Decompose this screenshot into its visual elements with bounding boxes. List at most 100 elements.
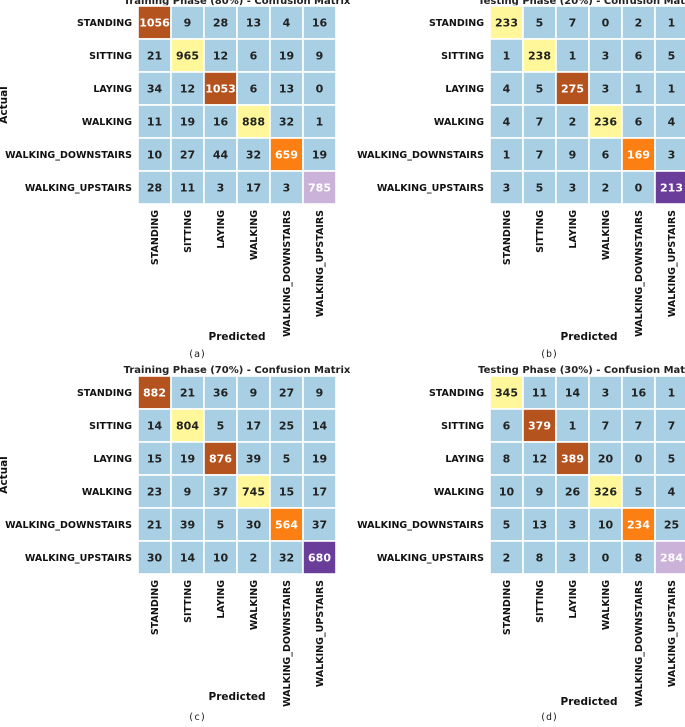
column-tick-label: WALKING_UPSTAIRS (667, 210, 678, 317)
cell-value: 0 (602, 17, 610, 30)
heatmap-cell (137, 375, 172, 410)
heatmap-cell (555, 5, 590, 40)
row-tick-label: LAYING (93, 454, 132, 465)
panel-caption: (b) (540, 349, 558, 360)
x-axis-label: Predicted (561, 696, 618, 708)
heatmap-cell (137, 507, 172, 542)
heatmap-cell (302, 441, 337, 476)
cell-value: 21 (147, 519, 162, 532)
cell-value: 5 (536, 83, 544, 96)
cell-value: 1 (503, 50, 511, 63)
row-tick-label: WALKING_UPSTAIRS (377, 183, 484, 194)
row-tick-label: WALKING_UPSTAIRS (25, 183, 132, 194)
cell-value: 12 (213, 50, 228, 63)
cell-value: 7 (569, 17, 577, 30)
heatmap-cell (170, 408, 205, 443)
heatmap-cell (489, 441, 524, 476)
cell-value: 10 (598, 519, 614, 532)
column-tick-label: LAYING (568, 210, 579, 249)
cell-value: 4 (668, 116, 676, 129)
cell-value: 1 (503, 149, 511, 162)
y-axis-label: Actual (0, 456, 10, 494)
cell-value: 284 (660, 552, 683, 565)
heatmap-cell (588, 441, 623, 476)
heatmap-cell (654, 375, 685, 410)
cell-value: 3 (602, 387, 610, 400)
heatmap-cell (654, 137, 685, 172)
heatmap-cell (302, 71, 337, 106)
heatmap-cell (555, 507, 590, 542)
cell-value: 238 (528, 50, 551, 63)
heatmap-cell (555, 540, 590, 575)
cell-value: 3 (569, 519, 577, 532)
row-tick-label: LAYING (93, 84, 132, 95)
cell-value: 2 (635, 17, 643, 30)
heatmap-cell (588, 104, 623, 139)
row-tick-label: WALKING (82, 117, 132, 128)
cell-value: 659 (275, 149, 298, 162)
cell-value: 14 (312, 420, 328, 433)
cell-value: 389 (561, 453, 584, 466)
heatmap-cell (621, 507, 656, 542)
cell-value: 5 (503, 519, 511, 532)
cell-value: 3 (503, 182, 511, 195)
cell-value: 9 (316, 387, 324, 400)
cell-value: 6 (635, 116, 643, 129)
cell-value: 14 (147, 420, 163, 433)
heatmap-cell (170, 540, 205, 575)
cell-value: 213 (660, 182, 683, 195)
cell-value: 3 (217, 182, 225, 195)
heatmap-cell (654, 170, 685, 205)
heatmap-cell (302, 540, 337, 575)
cell-value: 4 (503, 83, 511, 96)
heatmap-cell (588, 137, 623, 172)
confusion-matrix-panel-c: Training Phase (70%) - Confusion Matrix 8… (0, 365, 351, 723)
cell-value: 6 (635, 50, 643, 63)
column-tick-label: SITTING (183, 580, 194, 623)
heatmap-cell (236, 474, 271, 509)
panel-caption: (a) (188, 349, 206, 360)
row-tick-label: SITTING (89, 421, 132, 432)
heatmap-cell (588, 408, 623, 443)
row-tick-label: WALKING (434, 487, 484, 498)
row-tick-label: LAYING (445, 454, 484, 465)
cell-value: 36 (213, 387, 229, 400)
cell-value: 5 (668, 453, 676, 466)
cell-value: 169 (627, 149, 650, 162)
heatmap-cell (555, 71, 590, 106)
cell-value: 17 (246, 182, 261, 195)
cell-value: 7 (536, 149, 544, 162)
column-tick-label: STANDING (502, 580, 513, 635)
cell-value: 16 (631, 387, 647, 400)
heatmap-cell (489, 507, 524, 542)
cell-value: 39 (180, 519, 195, 532)
cell-value: 23 (147, 486, 162, 499)
cell-value: 4 (503, 116, 511, 129)
cell-value: 1 (668, 83, 676, 96)
heatmap-cell (489, 104, 524, 139)
cell-value: 37 (312, 519, 327, 532)
heatmap-cell (588, 170, 623, 205)
heatmap-cell (137, 71, 172, 106)
cell-value: 876 (209, 453, 232, 466)
cell-value: 12 (532, 453, 547, 466)
cell-value: 11 (532, 387, 547, 400)
cell-value: 3 (602, 50, 610, 63)
cell-value: 14 (180, 552, 196, 565)
cell-value: 564 (275, 519, 298, 532)
heatmap-cell (302, 375, 337, 410)
cell-value: 17 (312, 486, 327, 499)
heatmap-cell (170, 441, 205, 476)
column-tick-label: WALKING_DOWNSTAIRS (282, 580, 293, 707)
row-tick-label: LAYING (445, 84, 484, 95)
cell-value: 13 (246, 17, 261, 30)
cell-value: 7 (602, 420, 610, 433)
x-axis-label: Predicted (561, 331, 618, 343)
heatmap-cell (522, 540, 557, 575)
heatmap-cell (522, 375, 557, 410)
cell-value: 30 (246, 519, 262, 532)
heatmap-cell (203, 540, 238, 575)
cell-value: 3 (602, 83, 610, 96)
row-tick-label: STANDING (77, 18, 132, 29)
cell-value: 32 (246, 149, 261, 162)
